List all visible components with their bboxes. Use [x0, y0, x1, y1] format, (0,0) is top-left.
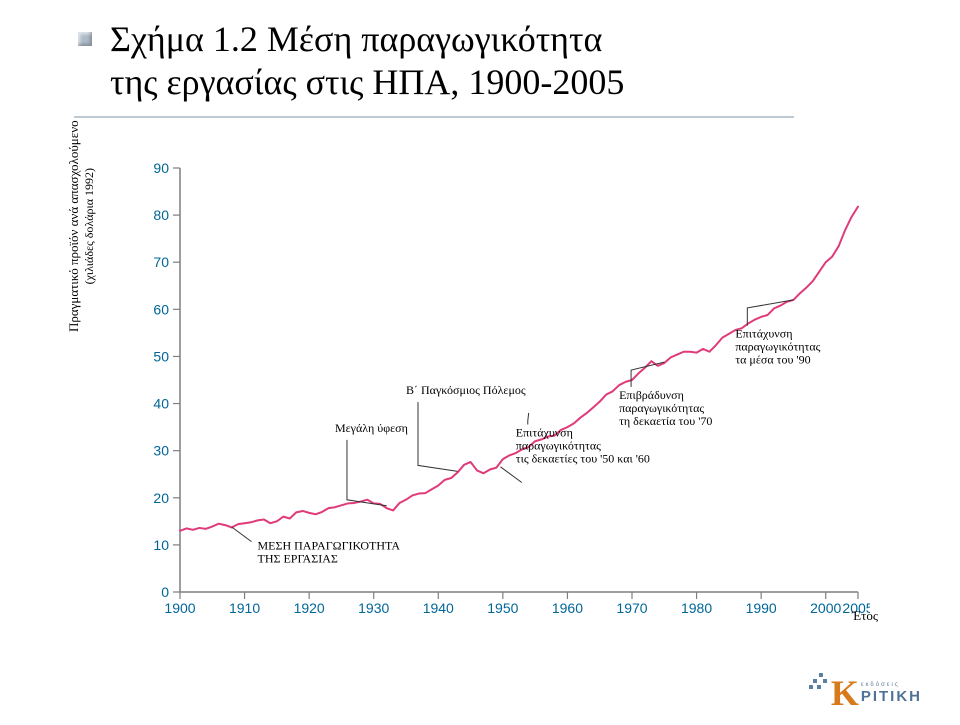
title-line1: Σχήμα 1.2 Μέση παραγωγικότητα: [110, 19, 602, 59]
svg-text:1990: 1990: [746, 600, 777, 616]
svg-text:τη δεκαετία του '70: τη δεκαετία του '70: [619, 414, 712, 428]
svg-text:30: 30: [153, 443, 169, 459]
svg-text:40: 40: [153, 396, 169, 412]
chart-svg: 0 10 20 30 40 50 60 70 80 90 1900 1910 1920 1930 1940 1…: [124, 158, 870, 626]
title-underline: [74, 116, 794, 118]
svg-text:Β΄ Παγκόσμιος Πόλεμος: Β΄ Παγκόσμιος Πόλεμος: [406, 383, 526, 397]
svg-text:1970: 1970: [616, 600, 647, 616]
svg-text:1910: 1910: [229, 600, 260, 616]
svg-text:90: 90: [153, 160, 169, 176]
svg-text:2000: 2000: [810, 600, 841, 616]
publisher-logo: Κ εκδόσεις ΡΙΤΙΚΗ: [831, 675, 922, 711]
svg-text:1960: 1960: [552, 600, 583, 616]
svg-text:10: 10: [153, 537, 169, 553]
svg-text:1920: 1920: [294, 600, 325, 616]
svg-text:1940: 1940: [423, 600, 454, 616]
svg-text:Μεγάλη ύφεση: Μεγάλη ύφεση: [335, 421, 408, 435]
y-axis-label-line2: (χιλιάδες δολάρια 1992): [82, 120, 97, 332]
title-line2: της εργασίας στις ΗΠΑ, 1900-2005: [110, 62, 624, 102]
svg-text:παραγωγικότητας: παραγωγικότητας: [619, 401, 704, 415]
svg-text:τις δεκαετίες του '50 και '60: τις δεκαετίες του '50 και '60: [516, 452, 650, 466]
svg-text:τα μέσα του '90: τα μέσα του '90: [735, 353, 810, 367]
logo-brand: ΡΙΤΙΚΗ: [861, 688, 922, 705]
title-bullet: [78, 32, 92, 46]
logo-k: Κ: [831, 675, 859, 711]
y-axis-label-line1: Πραγματικό προϊόν ανά απασχολούμενο: [66, 120, 81, 332]
svg-text:60: 60: [153, 301, 169, 317]
y-axis-label: Πραγματικό προϊόν ανά απασχολούμενο (χιλ…: [66, 120, 97, 332]
svg-text:20: 20: [153, 490, 169, 506]
svg-text:ΜΕΣΗ ΠΑΡΑΓΩΓΙΚΟΤΗΤΑ: ΜΕΣΗ ΠΑΡΑΓΩΓΙΚΟΤΗΤΑ: [257, 539, 400, 553]
page-title: Σχήμα 1.2 Μέση παραγωγικότητα της εργασί…: [110, 18, 870, 104]
svg-text:παραγωγικότητας: παραγωγικότητας: [516, 439, 601, 453]
logo-dots-icon: [809, 673, 827, 691]
productivity-chart: 0 10 20 30 40 50 60 70 80 90 1900 1910 1920 1930 1940 1…: [124, 158, 870, 626]
svg-text:ΤΗΣ ΕΡΓΑΣΙΑΣ: ΤΗΣ ΕΡΓΑΣΙΑΣ: [257, 552, 337, 566]
svg-text:1900: 1900: [164, 600, 195, 616]
svg-text:0: 0: [161, 584, 169, 600]
svg-text:70: 70: [153, 254, 169, 270]
svg-text:50: 50: [153, 348, 169, 364]
svg-text:Επιτάχυνση: Επιτάχυνση: [735, 327, 792, 341]
x-axis-label: Έτος: [852, 608, 878, 624]
svg-text:1980: 1980: [681, 600, 712, 616]
svg-text:Επιτάχυνση: Επιτάχυνση: [516, 426, 573, 440]
svg-text:Επιβράδυνση: Επιβράδυνση: [619, 388, 684, 402]
svg-text:1950: 1950: [487, 600, 518, 616]
svg-text:80: 80: [153, 207, 169, 223]
svg-text:παραγωγικότητας: παραγωγικότητας: [735, 340, 820, 354]
svg-text:1930: 1930: [358, 600, 389, 616]
